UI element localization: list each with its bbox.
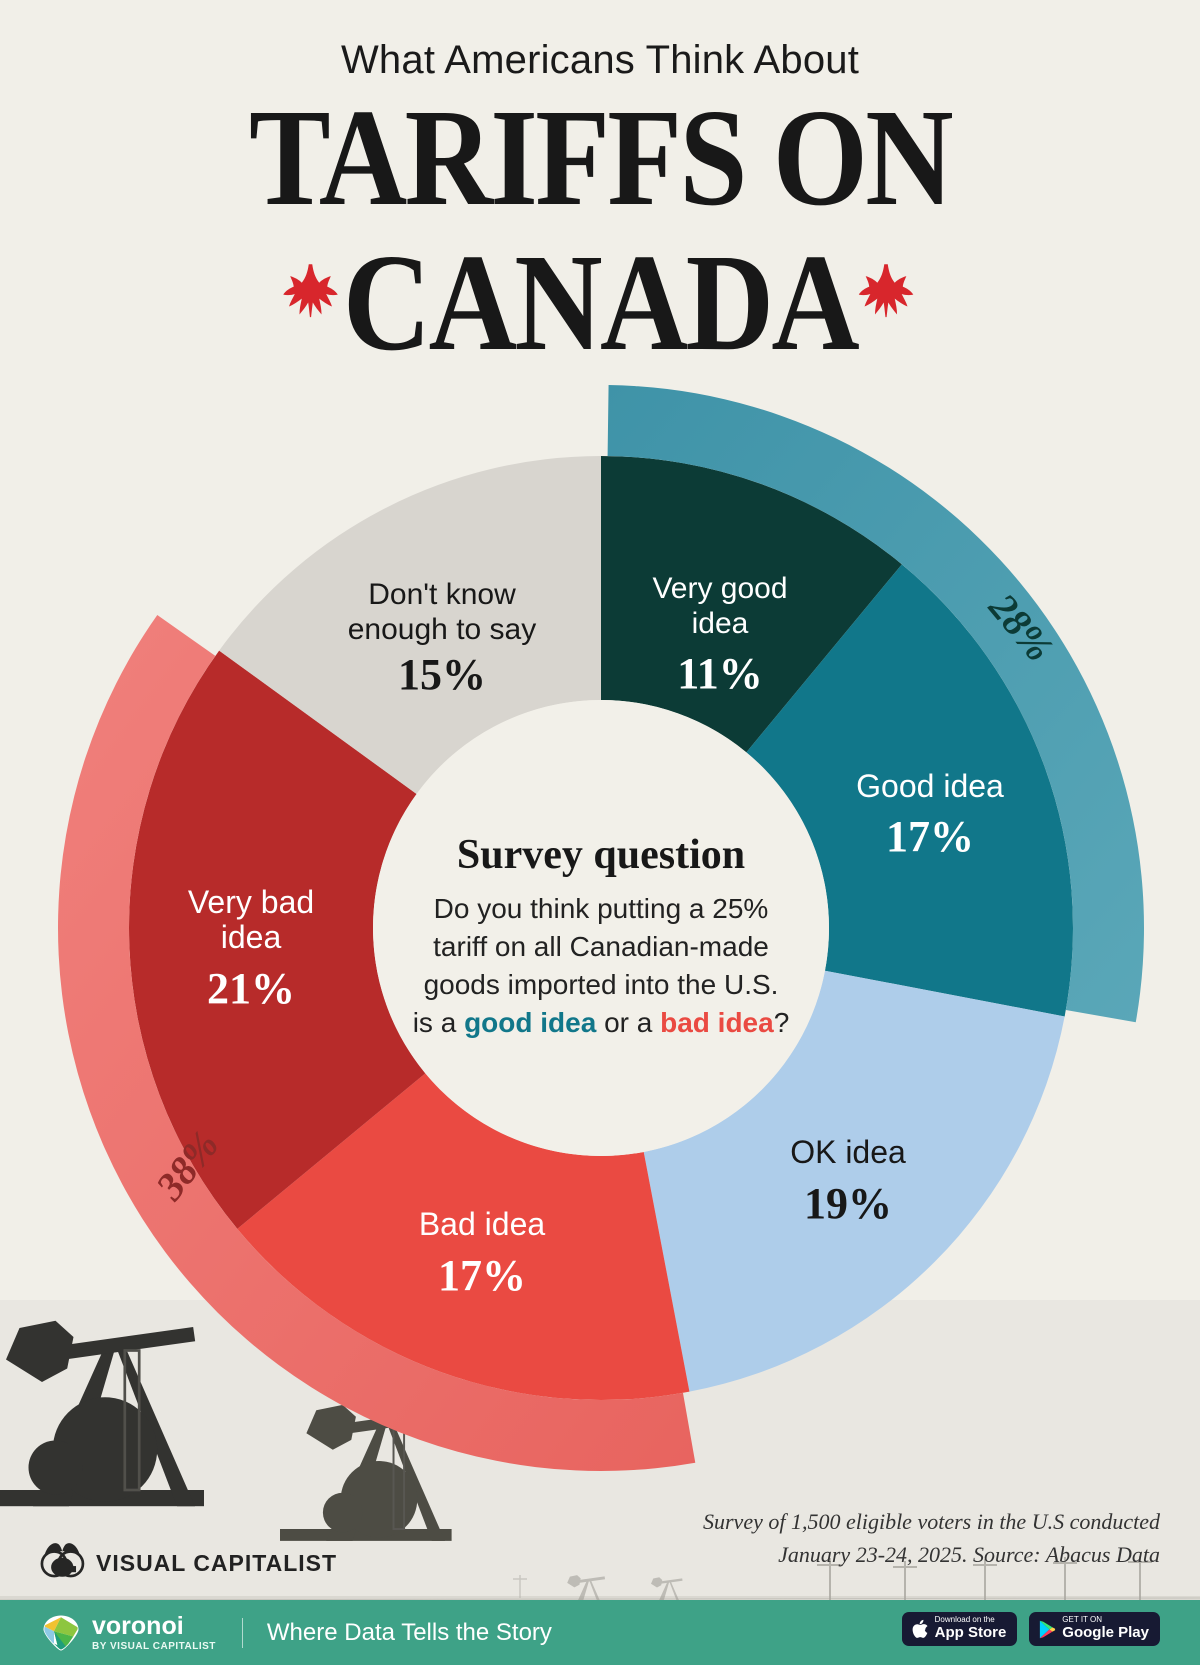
svg-text:Don't know: Don't know [368, 578, 516, 611]
svg-text:idea: idea [692, 607, 749, 640]
svg-text:Survey question: Survey question [457, 832, 745, 878]
svg-text:Very good: Very good [652, 572, 787, 605]
svg-text:idea: idea [221, 919, 282, 955]
svg-text:11%: 11% [677, 649, 763, 698]
svg-text:21%: 21% [207, 964, 295, 1013]
svg-text:tariff on all Canadian-made: tariff on all Canadian-made [433, 931, 769, 962]
svg-text:17%: 17% [886, 812, 974, 861]
svg-text:goods imported into the U.S.: goods imported into the U.S. [424, 969, 779, 1000]
svg-text:Bad idea: Bad idea [419, 1206, 546, 1242]
svg-text:15%: 15% [398, 650, 486, 699]
svg-text:Good idea: Good idea [856, 768, 1004, 804]
svg-text:OK idea: OK idea [790, 1134, 906, 1170]
svg-text:enough to say: enough to say [348, 613, 536, 646]
svg-text:19%: 19% [804, 1179, 892, 1228]
svg-text:is a good idea or a bad idea?: is a good idea or a bad idea? [413, 1007, 790, 1038]
svg-text:Very bad: Very bad [188, 884, 314, 920]
svg-text:17%: 17% [438, 1251, 526, 1300]
svg-text:Do you think putting a 25%: Do you think putting a 25% [434, 893, 769, 924]
